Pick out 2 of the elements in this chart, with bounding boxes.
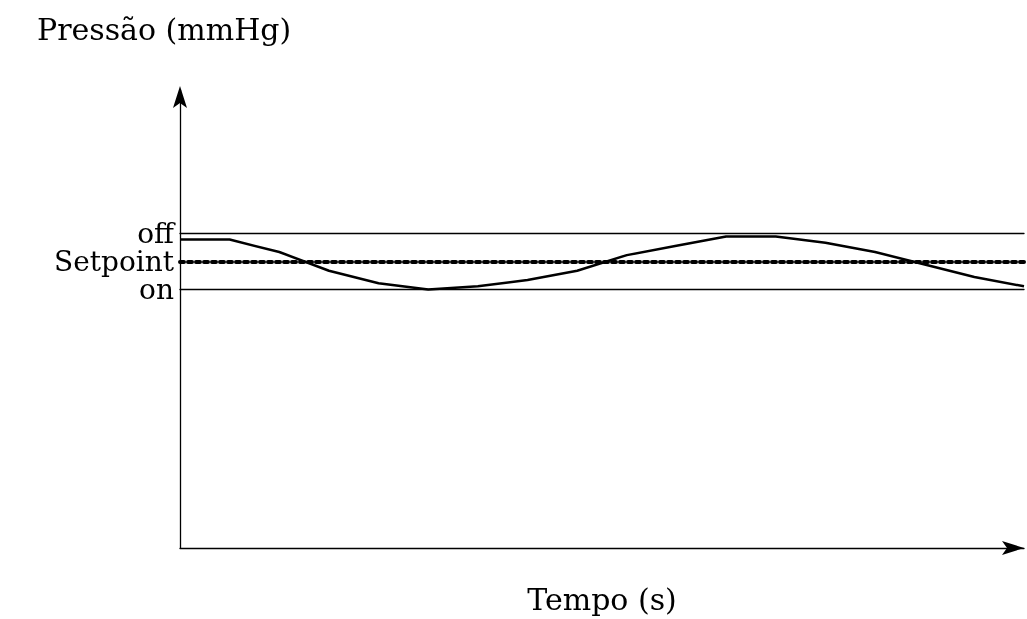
text: Pressão (mmHg) [37, 11, 292, 47]
x-axis-title: Tempo (s) [527, 581, 677, 617]
